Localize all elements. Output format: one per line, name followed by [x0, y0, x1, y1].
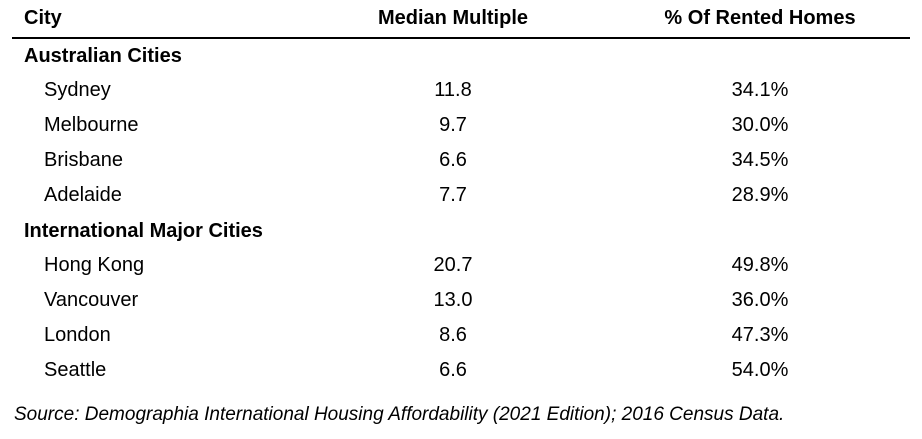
- rented-homes-value: 28.9%: [731, 184, 789, 206]
- city-name: Adelaide: [44, 184, 122, 206]
- median-multiple-value: 8.6: [439, 324, 467, 346]
- rented-homes-value: 49.8%: [731, 254, 789, 276]
- table-row: Hong Kong 20.7 49.8%: [0, 250, 922, 284]
- table-row: London 8.6 47.3%: [0, 320, 922, 354]
- table-row: Adelaide 7.7 28.9%: [0, 180, 922, 214]
- city-name: Brisbane: [44, 149, 123, 171]
- median-multiple-value: 11.8: [434, 79, 472, 101]
- source-note: Source: Demographia International Housin…: [14, 404, 785, 425]
- median-multiple-value: 20.7: [433, 254, 473, 276]
- group-title-australian: Australian Cities: [24, 45, 182, 67]
- header-median-multiple: Median Multiple: [378, 7, 528, 29]
- median-multiple-value: 6.6: [439, 359, 467, 381]
- city-name: Sydney: [44, 79, 111, 101]
- city-name: Seattle: [44, 359, 107, 381]
- table-row: Sydney 11.8 34.1%: [0, 75, 922, 109]
- rented-homes-value: 54.0%: [731, 359, 789, 381]
- header-divider: [12, 37, 910, 39]
- table-row: Seattle 6.6 54.0%: [0, 355, 922, 389]
- rented-homes-value: 47.3%: [731, 324, 789, 346]
- rented-homes-value: 34.1%: [731, 79, 789, 101]
- city-name: Hong Kong: [44, 254, 145, 276]
- header-rented-homes: % Of Rented Homes: [664, 7, 856, 29]
- table-row: Brisbane 6.6 34.5%: [0, 145, 922, 179]
- median-multiple-value: 13.0: [433, 289, 473, 311]
- median-multiple-value: 6.6: [439, 149, 467, 171]
- median-multiple-value: 7.7: [439, 184, 467, 206]
- table-row: Melbourne 9.7 30.0%: [0, 110, 922, 144]
- rented-homes-value: 36.0%: [731, 289, 789, 311]
- table-row: Vancouver 13.0 36.0%: [0, 285, 922, 319]
- city-name: Vancouver: [44, 289, 139, 311]
- rented-homes-value: 34.5%: [731, 149, 789, 171]
- group-title-international: International Major Cities: [24, 220, 263, 242]
- table-header: City Median Multiple % Of Rented Homes: [0, 0, 922, 38]
- rented-homes-value: 30.0%: [731, 114, 789, 136]
- city-name: Melbourne: [44, 114, 139, 136]
- median-multiple-value: 9.7: [439, 114, 467, 136]
- header-city: City: [24, 7, 62, 29]
- city-name: London: [44, 324, 111, 346]
